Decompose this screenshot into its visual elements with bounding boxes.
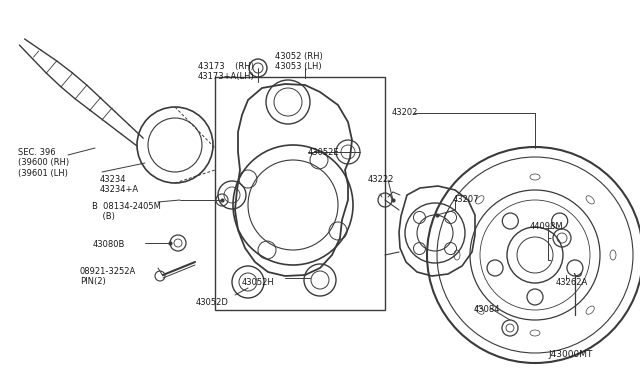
Text: 08921-3252A
PIN(2): 08921-3252A PIN(2) <box>80 267 136 286</box>
Text: 43222: 43222 <box>368 175 394 184</box>
Text: B  08134-2405M
    (B): B 08134-2405M (B) <box>92 202 161 221</box>
Text: 43262A: 43262A <box>556 278 588 287</box>
Text: 43084: 43084 <box>474 305 500 314</box>
Text: J43000MT: J43000MT <box>548 350 593 359</box>
Text: 43207: 43207 <box>453 195 479 204</box>
Text: 44098M: 44098M <box>530 222 564 231</box>
Text: 43052 (RH)
43053 (LH): 43052 (RH) 43053 (LH) <box>275 52 323 71</box>
Text: 43080B: 43080B <box>93 240 125 249</box>
Text: 43234
43234+A: 43234 43234+A <box>100 175 139 195</box>
Text: SEC. 396
(39600 (RH)
(39601 (LH): SEC. 396 (39600 (RH) (39601 (LH) <box>18 148 69 178</box>
Text: 43173    (RH)
43173+A(LH): 43173 (RH) 43173+A(LH) <box>198 62 255 81</box>
Text: 43052H: 43052H <box>242 278 275 287</box>
Text: 43052E: 43052E <box>308 148 340 157</box>
Text: 43202: 43202 <box>392 108 419 117</box>
Text: 43052D: 43052D <box>196 298 229 307</box>
Bar <box>215 77 385 310</box>
